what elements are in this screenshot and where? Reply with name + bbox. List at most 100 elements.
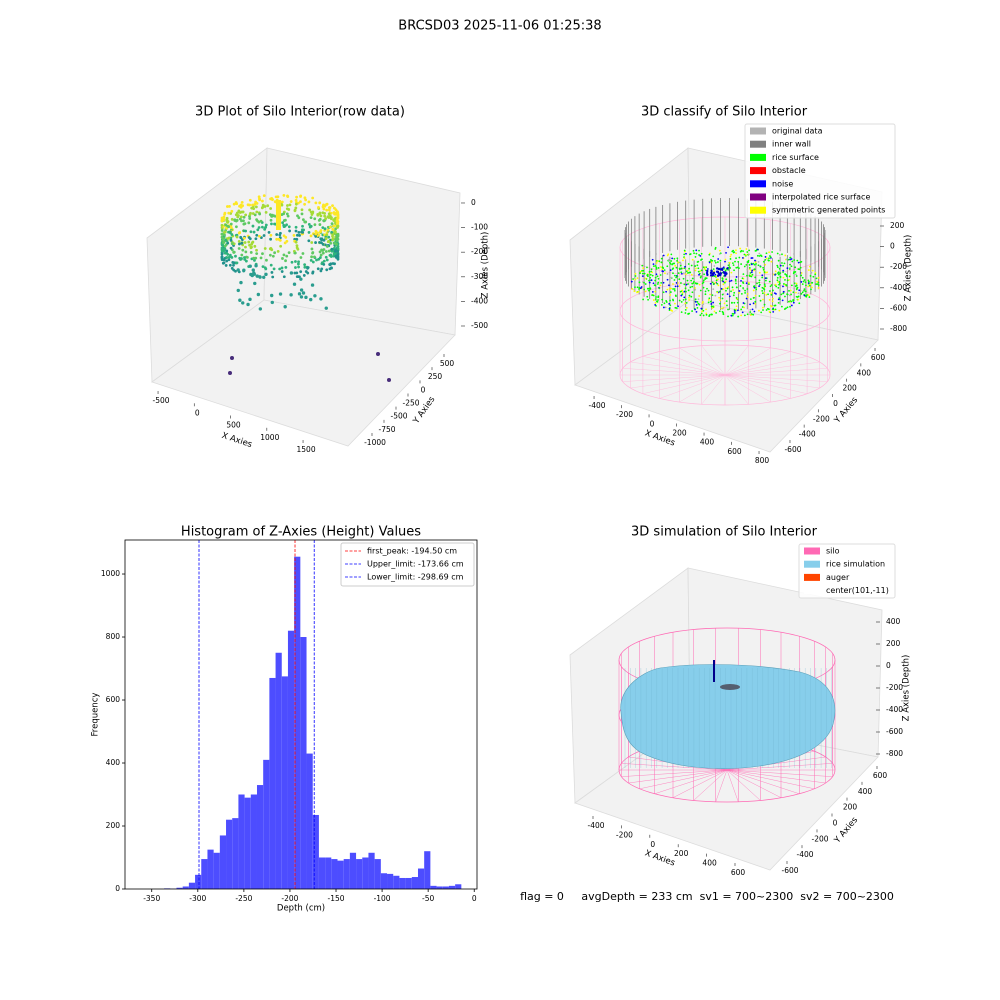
class-dot <box>670 260 673 262</box>
point-cloud-dot <box>307 200 311 204</box>
class-dot <box>688 271 691 274</box>
class-dot <box>749 314 752 316</box>
class-dot <box>709 293 711 296</box>
point-cloud-dot <box>251 240 255 244</box>
class-dot <box>732 313 735 315</box>
class-dot <box>754 303 757 305</box>
point-cloud-dot <box>230 209 234 213</box>
class-dot <box>795 275 798 277</box>
point-cloud-dot <box>239 215 243 219</box>
class-dot <box>654 290 657 293</box>
point-cloud-dot <box>319 253 323 257</box>
z-tick-label: 0 <box>890 242 895 251</box>
hist-bar <box>417 868 425 889</box>
point-cloud-dot <box>229 222 233 226</box>
class-dot <box>703 273 706 276</box>
x-tick-label: 600 <box>727 447 742 456</box>
point-cloud-dot <box>327 212 331 216</box>
class-dot <box>751 308 754 311</box>
class-dot <box>739 250 742 253</box>
obstacle-dot <box>716 274 720 277</box>
class-dot <box>673 279 676 281</box>
class-dot <box>681 293 684 296</box>
class-dot <box>789 289 792 292</box>
class-dot <box>696 301 699 303</box>
point-cloud-dot <box>239 235 243 239</box>
point-cloud-dot <box>267 231 271 234</box>
class-dot <box>748 267 751 269</box>
point-cloud-dot <box>282 219 286 222</box>
class-dot <box>684 312 687 314</box>
point-cloud-dot <box>238 217 242 221</box>
class-dot <box>786 279 789 282</box>
point-cloud-dot <box>336 256 340 260</box>
class-dot <box>690 279 693 282</box>
z-tick-label: -400 <box>471 296 488 305</box>
point-cloud-dot <box>322 263 326 266</box>
class-dot <box>709 300 712 303</box>
class-dot <box>748 283 750 286</box>
class-dot <box>750 271 753 274</box>
point-cloud-dot <box>326 215 330 219</box>
point-cloud-dot <box>270 214 273 218</box>
point-cloud-dot <box>304 270 308 273</box>
class-dot <box>659 266 662 268</box>
point-cloud-dot <box>289 200 293 203</box>
point-cloud-dot <box>254 264 258 268</box>
point-cloud-dot <box>295 271 299 275</box>
silo-spoke <box>693 769 728 801</box>
class-dot <box>669 269 672 272</box>
point-cloud-dot <box>296 214 299 218</box>
class-dot <box>770 260 773 263</box>
class-dot <box>781 253 783 256</box>
class-dot <box>745 282 748 285</box>
point-cloud-dot <box>310 247 314 251</box>
point-cloud-dot <box>224 264 228 267</box>
class-dot <box>663 302 666 305</box>
class-dot <box>789 258 791 261</box>
point-cloud-dot <box>335 210 339 213</box>
hist-bar <box>219 835 227 889</box>
x-axis-label: X Axies <box>643 848 676 868</box>
class-dot <box>731 262 734 265</box>
class-dot <box>788 275 791 278</box>
class-dot <box>783 262 786 265</box>
x-tick-label: -200 <box>616 830 633 839</box>
silo-spoke <box>639 769 728 790</box>
class-dot <box>676 259 678 262</box>
point-cloud-dot <box>325 233 329 237</box>
class-dot <box>713 270 715 273</box>
point-cloud-dot <box>320 237 324 241</box>
class-dot <box>677 261 680 264</box>
class-dot <box>764 279 767 282</box>
class-dot <box>634 286 636 289</box>
class-dot <box>765 309 768 311</box>
class-dot <box>710 305 713 308</box>
class-dot <box>746 296 749 299</box>
point-cloud-dot <box>270 222 273 226</box>
legend-label: original data <box>772 127 823 136</box>
class-dot <box>678 285 681 288</box>
class-dot <box>787 258 790 261</box>
point-cloud-dot <box>300 230 304 234</box>
point-cloud-dot <box>335 219 339 222</box>
point-cloud-dot <box>237 247 241 250</box>
z-tick-label: 0 <box>886 661 891 670</box>
peak-spike <box>276 200 281 230</box>
class-dot <box>676 282 679 284</box>
class-dot <box>674 285 677 288</box>
point-cloud-dot <box>266 204 270 208</box>
class-dot <box>638 281 641 284</box>
class-dot <box>696 264 699 267</box>
class-dot <box>740 308 743 311</box>
point-cloud-dot <box>278 267 282 271</box>
class-dot <box>730 279 733 282</box>
class-dot <box>711 307 714 309</box>
class-dot <box>736 266 739 269</box>
class-dot <box>641 275 644 278</box>
x-tick-label: 400 <box>700 438 715 447</box>
point-cloud-dot <box>248 217 252 220</box>
class-dot <box>680 271 683 274</box>
y-tick-label: -250 <box>402 399 419 408</box>
class-dot <box>728 266 731 269</box>
